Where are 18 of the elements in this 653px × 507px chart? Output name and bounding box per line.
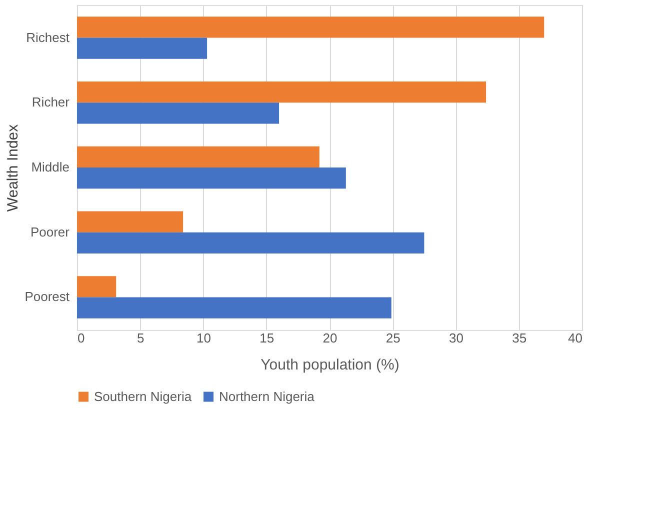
x-tick-label: 15 [260, 330, 274, 346]
legend-label: Northern Nigeria [219, 388, 316, 404]
y-tick-label: Richest [26, 30, 70, 45]
legend-label: Southern Nigeria [94, 388, 192, 404]
x-tick-label: 5 [137, 330, 144, 346]
x-tick-label: 40 [568, 330, 582, 346]
x-tick-label: 0 [78, 330, 85, 346]
y-tick-label: Poorest [24, 289, 70, 304]
x-tick-label: 25 [386, 330, 400, 346]
x-axis-title: Youth population (%) [260, 356, 400, 374]
x-tick-label: 20 [322, 330, 338, 346]
x-tick-label: 10 [196, 330, 211, 346]
x-tick-label: 35 [512, 330, 527, 346]
y-tick-label: Richer [32, 94, 70, 110]
x-tick-label: 30 [449, 330, 464, 346]
y-tick-label: Poorer [30, 224, 70, 240]
y-tick-label: Middle [31, 160, 70, 174]
y-axis-title: Wealth Index [4, 124, 22, 212]
